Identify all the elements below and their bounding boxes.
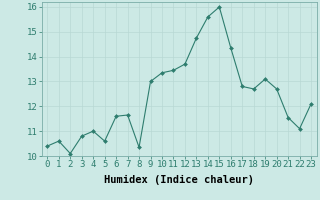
- X-axis label: Humidex (Indice chaleur): Humidex (Indice chaleur): [104, 175, 254, 185]
